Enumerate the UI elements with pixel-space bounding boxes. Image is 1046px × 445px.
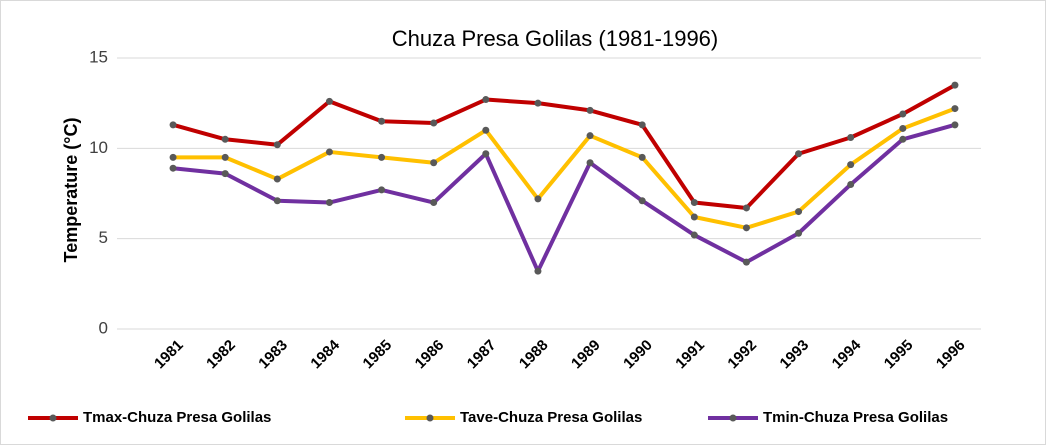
legend-marker [729, 414, 737, 422]
data-point [847, 180, 855, 188]
legend-marker [49, 414, 57, 422]
data-point [534, 99, 542, 107]
data-point [638, 121, 646, 129]
y-tick-label: 0 [99, 318, 108, 337]
legend-label: Tmax-Chuza Presa Golilas [83, 409, 271, 426]
data-point [273, 197, 281, 205]
chart-title: Chuza Presa Golilas (1981-1996) [392, 26, 719, 51]
data-point [534, 195, 542, 203]
series-line [172, 122, 956, 274]
data-point [951, 121, 959, 129]
data-point [430, 119, 438, 127]
data-point [899, 124, 907, 132]
data-point [690, 231, 698, 239]
series-line [173, 106, 956, 230]
data-point [795, 229, 803, 237]
data-point [273, 141, 281, 149]
data-point [378, 117, 386, 125]
data-point [482, 150, 490, 158]
legend-label: Tave-Chuza Presa Golilas [460, 409, 642, 426]
data-point [899, 135, 907, 143]
data-point [690, 199, 698, 207]
data-point [482, 96, 490, 104]
data-point [742, 224, 750, 232]
y-tick-label: 5 [99, 228, 108, 247]
data-point [169, 164, 177, 172]
data-point [325, 97, 333, 105]
data-point [795, 150, 803, 158]
data-point [169, 121, 177, 129]
y-tick-label: 15 [89, 47, 108, 66]
data-point [847, 161, 855, 169]
data-point [951, 105, 959, 113]
data-point [221, 153, 229, 161]
data-point [847, 133, 855, 141]
legend-label: Tmin-Chuza Presa Golilas [763, 409, 948, 426]
data-point [742, 204, 750, 212]
data-point [795, 208, 803, 216]
data-point [534, 267, 542, 275]
data-point [638, 153, 646, 161]
data-point [586, 159, 594, 167]
data-point [325, 199, 333, 207]
data-point [378, 186, 386, 194]
series-line [172, 83, 956, 210]
y-tick-label: 10 [89, 138, 108, 157]
data-point [586, 106, 594, 114]
y-axis-label: Temperature (°C) [61, 118, 81, 263]
data-point [430, 199, 438, 207]
data-point [273, 175, 281, 183]
data-point [742, 258, 750, 266]
data-point [169, 153, 177, 161]
data-point [482, 126, 490, 134]
legend-marker [426, 414, 434, 422]
data-point [221, 170, 229, 178]
data-point [378, 153, 386, 161]
data-point [899, 110, 907, 118]
data-point [586, 132, 594, 140]
data-point [690, 213, 698, 221]
data-point [430, 159, 438, 167]
data-point [325, 148, 333, 156]
data-point [221, 135, 229, 143]
data-point [951, 81, 959, 89]
data-point [638, 197, 646, 205]
